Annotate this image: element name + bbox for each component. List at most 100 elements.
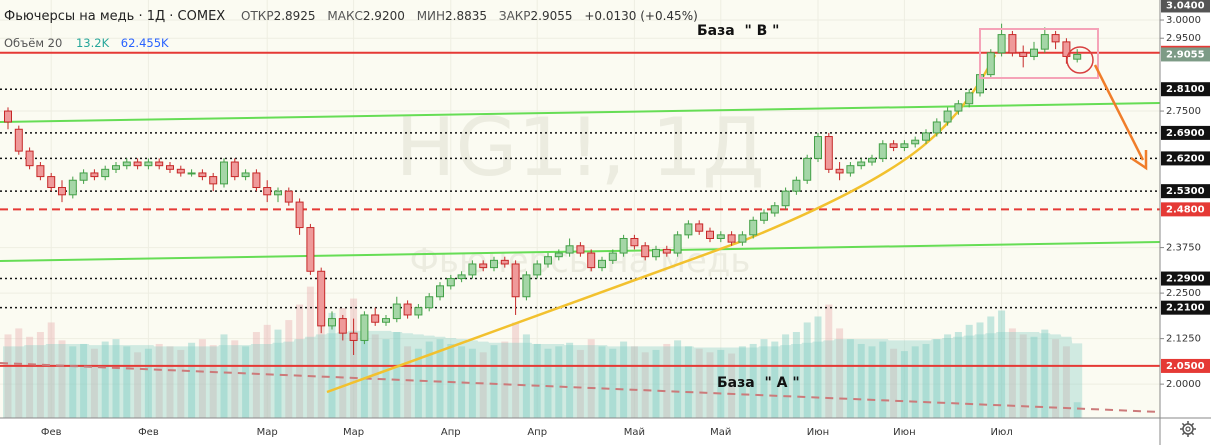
x-tick-label: Май bbox=[710, 427, 731, 438]
volume-bar bbox=[144, 348, 152, 418]
candle-body bbox=[965, 92, 974, 105]
candle-body bbox=[1073, 53, 1082, 60]
candle-body bbox=[360, 314, 369, 341]
volume-bar bbox=[188, 342, 196, 418]
candle-body bbox=[554, 252, 563, 258]
symbol-title: Фьючерсы на медь · 1Д · COMEX bbox=[4, 9, 226, 24]
volume-bar bbox=[652, 349, 660, 418]
volume-bar bbox=[566, 342, 574, 418]
volume-bar bbox=[263, 324, 271, 418]
volume-bar bbox=[436, 339, 444, 418]
candle-body bbox=[619, 237, 628, 254]
volume-bar bbox=[360, 316, 368, 418]
candle-body bbox=[662, 248, 671, 254]
level-label: 2.2900 bbox=[1166, 274, 1205, 285]
volume-bar bbox=[1073, 402, 1081, 418]
circle-marker bbox=[1066, 46, 1094, 74]
level-label-box bbox=[1161, 300, 1210, 315]
axis-labels: 3.0000 2.9500 2.7500 2.3750 2.2500 2.1250 2.00… bbox=[41, 0, 1210, 438]
gear-hub[interactable] bbox=[1185, 426, 1191, 432]
candle-body bbox=[760, 212, 768, 221]
candle-body bbox=[274, 190, 282, 196]
candle-body bbox=[846, 165, 855, 174]
annotation: База " А " bbox=[717, 375, 800, 391]
volume-bar bbox=[922, 343, 930, 418]
volume-bar bbox=[911, 346, 919, 418]
volume-bar bbox=[404, 346, 412, 418]
time-axis bbox=[0, 418, 1160, 445]
volume-layer bbox=[3, 286, 1083, 418]
volume-label: Объём 20 bbox=[4, 36, 63, 50]
volume-bar bbox=[544, 348, 552, 418]
level-label: 2.2100 bbox=[1166, 303, 1205, 314]
candle-body bbox=[187, 172, 196, 175]
last-price-box bbox=[1161, 47, 1210, 62]
volume-bar bbox=[598, 346, 606, 418]
candle-body bbox=[252, 172, 261, 189]
volume-bar bbox=[350, 298, 358, 418]
volume-bar bbox=[382, 339, 390, 418]
x-tick-label: Мар bbox=[257, 427, 278, 438]
candle-body bbox=[727, 234, 736, 243]
level-label: 2.0500 bbox=[1166, 361, 1205, 372]
candle-body bbox=[284, 190, 293, 203]
y-tick-label: 2.7500 bbox=[1166, 106, 1201, 117]
candle-body bbox=[943, 110, 952, 123]
volume-bar bbox=[1030, 336, 1038, 418]
volume-bar bbox=[641, 352, 649, 418]
candle-body bbox=[738, 234, 747, 243]
candle-body bbox=[511, 263, 520, 298]
volume-bar bbox=[684, 346, 692, 418]
trend-line bbox=[0, 102, 1161, 123]
level-label-box bbox=[1161, 358, 1210, 373]
volume-bar bbox=[447, 343, 455, 418]
level-label: 2.6900 bbox=[1166, 128, 1205, 139]
candle-body bbox=[79, 172, 88, 181]
volume-bar bbox=[220, 334, 228, 418]
x-tick-label: Фев bbox=[138, 427, 159, 438]
candle-body bbox=[436, 285, 444, 298]
volume-bar bbox=[814, 316, 822, 418]
volume-bar bbox=[274, 329, 282, 418]
volume-bar bbox=[976, 322, 984, 418]
x-tick-label: Май bbox=[624, 427, 645, 438]
candle-body bbox=[565, 245, 574, 254]
volume-bar bbox=[749, 343, 757, 418]
volume-bar bbox=[522, 334, 530, 418]
volume-bar bbox=[4, 334, 12, 418]
candle-body bbox=[133, 161, 142, 167]
candle-body bbox=[14, 128, 23, 152]
volume-legend: Объём 20 13.2K 62.455K bbox=[4, 36, 169, 50]
volume-bar bbox=[393, 332, 401, 418]
y-tick-label: 2.1250 bbox=[1166, 334, 1201, 345]
candle-body bbox=[403, 303, 412, 316]
candle-body bbox=[792, 179, 801, 192]
level-label-box bbox=[1161, 125, 1210, 140]
candle-body bbox=[598, 259, 606, 269]
volume-bar bbox=[1041, 329, 1049, 418]
volume-bar bbox=[458, 346, 466, 418]
x-tick-label: Фев bbox=[41, 427, 62, 438]
candle-body bbox=[608, 252, 617, 261]
candle-body bbox=[1019, 52, 1028, 57]
volume-bar bbox=[803, 322, 811, 418]
gear-teeth[interactable] bbox=[1180, 421, 1196, 437]
candle-body bbox=[749, 219, 758, 236]
volume-bar bbox=[198, 339, 206, 418]
volume-bar bbox=[155, 343, 163, 418]
candle-body bbox=[587, 252, 596, 269]
candle-body bbox=[770, 205, 779, 214]
volume-bar bbox=[285, 320, 293, 418]
candle-body bbox=[997, 34, 1006, 54]
candle-body bbox=[922, 132, 930, 141]
candle-body bbox=[814, 136, 822, 159]
volume-bar bbox=[674, 340, 682, 418]
settings-icon[interactable] bbox=[1180, 421, 1196, 437]
candle-body bbox=[338, 318, 347, 334]
candle-body bbox=[889, 143, 898, 148]
candle-body bbox=[371, 314, 380, 323]
volume-bar bbox=[242, 346, 250, 418]
x-tick-label: Июн bbox=[893, 427, 915, 438]
candle-body bbox=[706, 230, 714, 239]
